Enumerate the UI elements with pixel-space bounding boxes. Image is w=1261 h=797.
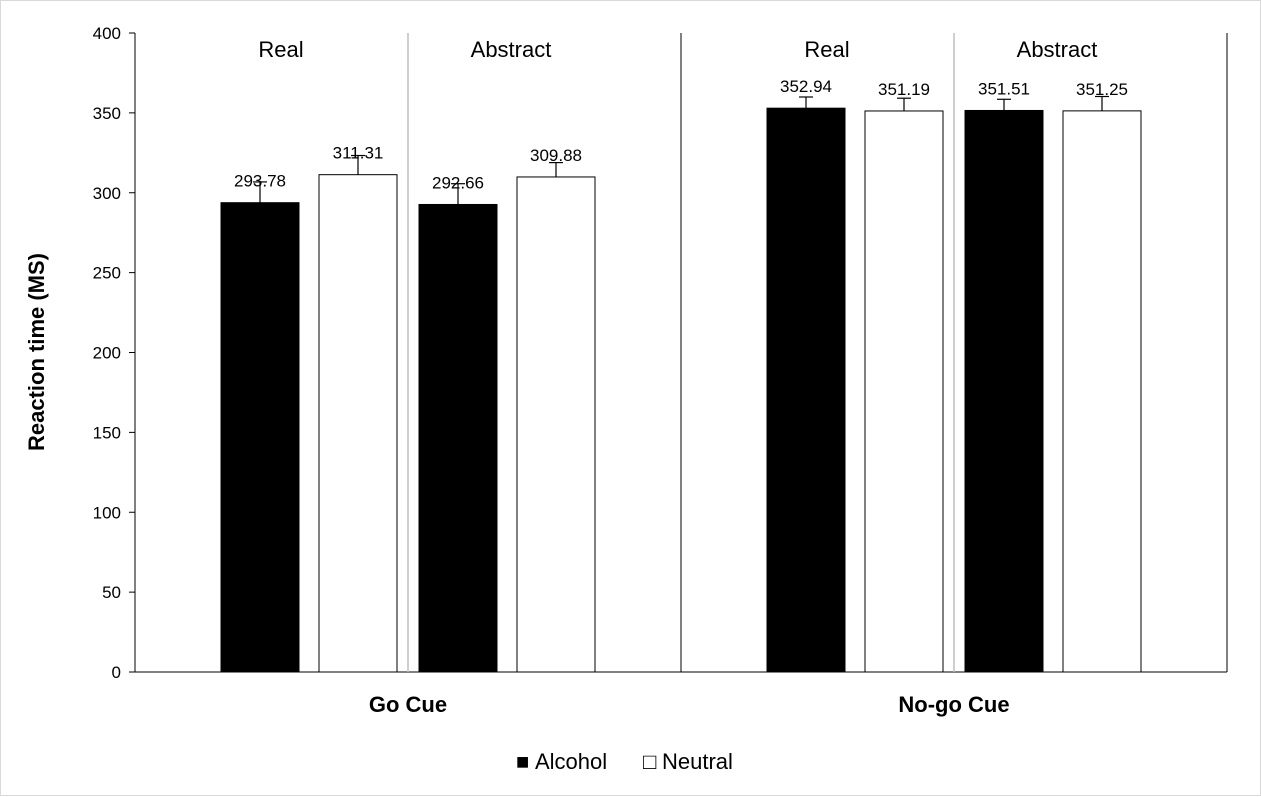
bar-neutral [1062,110,1142,673]
y-tick-label: 150 [93,423,121,442]
y-tick-label: 200 [93,344,121,363]
y-tick-label: 50 [102,583,121,602]
y-axis-label: Reaction time (MS) [24,253,49,451]
bars [220,95,1142,673]
subgroup-label: Abstract [1017,37,1098,62]
y-tick-label: 350 [93,104,121,123]
bar-alcohol [766,107,846,673]
data-label: 351.51 [978,79,1030,98]
y-tick-label: 100 [93,503,121,522]
legend-symbol-neutral: □ [643,749,656,774]
labels: Real 293.78 311.31 Abstract 292.66 309.88 Go C… [234,37,1128,717]
data-label: 352.94 [780,77,832,96]
data-label: 292.66 [432,173,484,192]
group-label: No-go Cue [898,692,1009,717]
legend-symbol-alcohol: ■ [516,749,529,774]
data-label: 351.19 [878,80,930,99]
data-label: 351.25 [1076,80,1128,99]
legend-label: Alcohol [535,749,607,774]
legend: ■ Alcohol □ Neutral [516,749,733,774]
data-label: 311.31 [333,144,384,163]
bar-alcohol [220,202,300,673]
y-tick-label: 400 [93,24,121,43]
bar-neutral [864,110,944,673]
subgroup-label: Real [258,37,303,62]
bar-alcohol [964,109,1044,673]
axes: 0 50 100 150 200 250 300 350 400 [93,24,1228,682]
bar-neutral [516,176,596,673]
group-label: Go Cue [369,692,447,717]
y-tick-label: 0 [112,663,121,682]
legend-label: Neutral [662,749,733,774]
data-label: 293.78 [234,172,286,191]
subgroup-label: Abstract [471,37,552,62]
bar-alcohol [418,203,498,673]
y-tick-label: 250 [93,264,121,283]
subgroup-label: Real [804,37,849,62]
bar-neutral [318,174,398,673]
data-label: 309.88 [530,146,582,165]
y-tick-label: 300 [93,184,121,203]
